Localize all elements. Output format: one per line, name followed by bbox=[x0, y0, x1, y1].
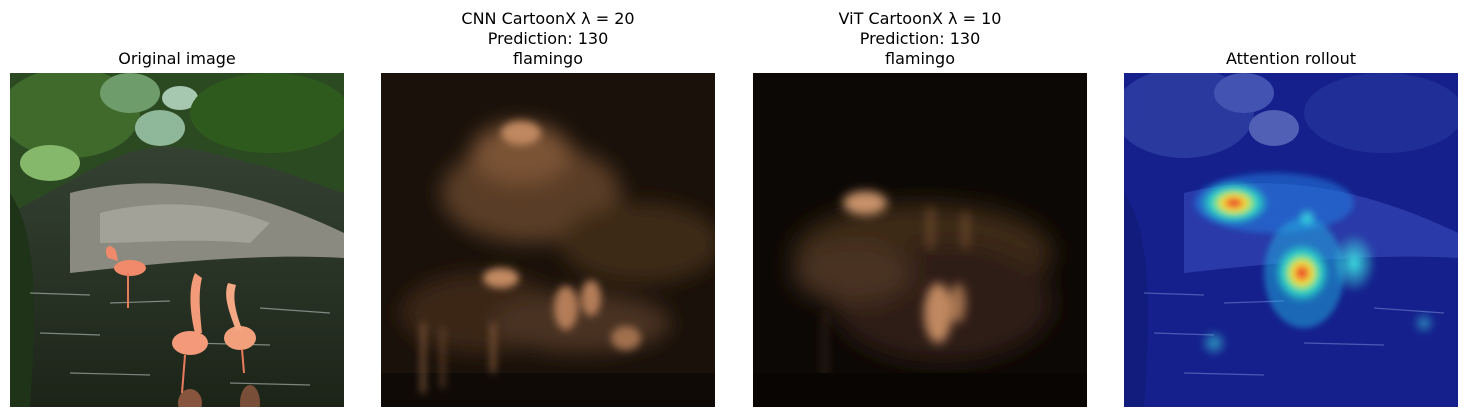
vit-cartoonx-explanation bbox=[753, 73, 1087, 407]
original-photo bbox=[10, 73, 344, 407]
title-line: ViT CartoonX λ = 10 bbox=[838, 9, 1002, 28]
jet-heatmap-overlay-illustration bbox=[1124, 73, 1458, 407]
copper-heatmap-illustration bbox=[753, 73, 1087, 407]
title-line: flamingo bbox=[885, 49, 955, 68]
panel-attention-rollout: Attention rollout bbox=[1124, 0, 1458, 417]
panel-cnn-cartoonx: CNN CartoonX λ = 20 Prediction: 130 flam… bbox=[381, 0, 715, 417]
panel-title: Attention rollout bbox=[1124, 49, 1458, 69]
title-line: flamingo bbox=[513, 49, 583, 68]
title-line: CNN CartoonX λ = 20 bbox=[461, 9, 635, 28]
panel-title: ViT CartoonX λ = 10 Prediction: 130 flam… bbox=[753, 9, 1087, 69]
title-line: Original image bbox=[118, 49, 236, 68]
attention-rollout-overlay bbox=[1124, 73, 1458, 407]
panel-vit-cartoonx: ViT CartoonX λ = 10 Prediction: 130 flam… bbox=[753, 0, 1087, 417]
flamingo-photo-illustration bbox=[10, 73, 344, 407]
panel-original-image: Original image bbox=[10, 0, 344, 417]
panel-title: Original image bbox=[10, 49, 344, 69]
title-line: Prediction: 130 bbox=[487, 29, 609, 48]
cnn-cartoonx-explanation bbox=[381, 73, 715, 407]
panel-title: CNN CartoonX λ = 20 Prediction: 130 flam… bbox=[381, 9, 715, 69]
title-line: Prediction: 130 bbox=[859, 29, 981, 48]
title-line: Attention rollout bbox=[1225, 49, 1357, 68]
copper-heatmap-illustration bbox=[381, 73, 715, 407]
